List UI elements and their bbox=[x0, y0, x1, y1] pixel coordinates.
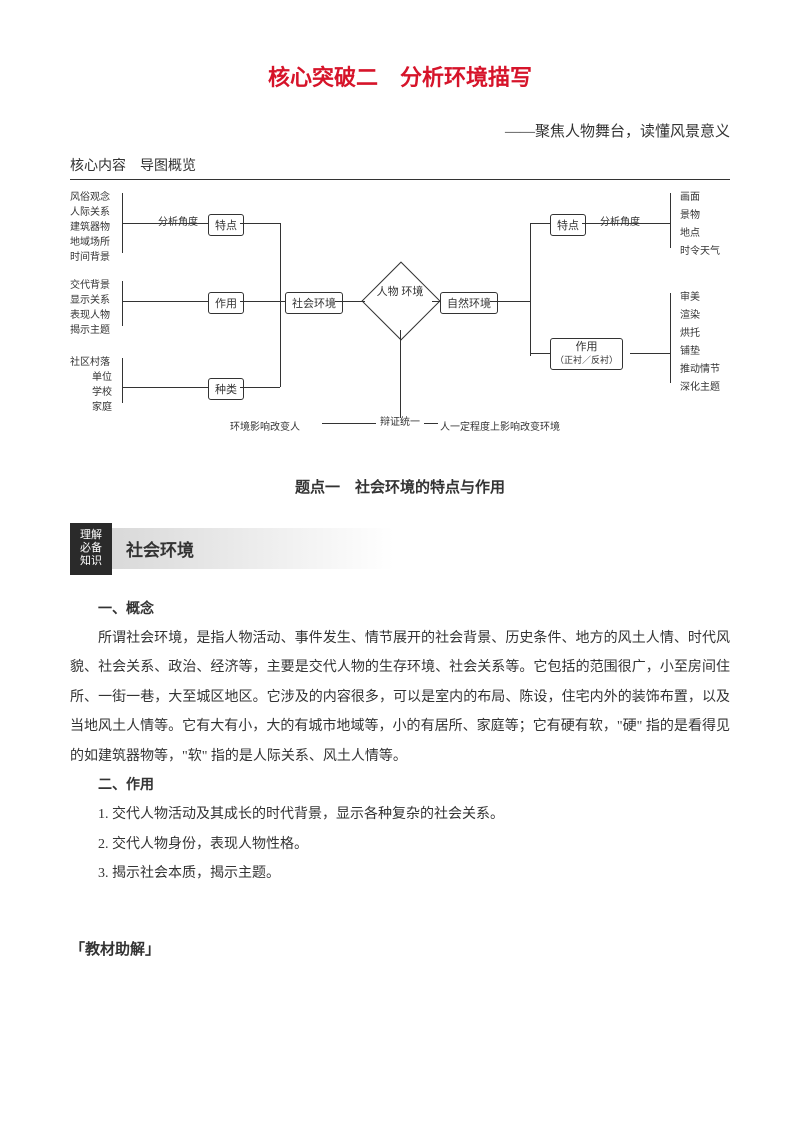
li9: 揭示主题 bbox=[70, 321, 110, 336]
li13: 家庭 bbox=[92, 398, 112, 413]
ri9: 推动情节 bbox=[680, 360, 720, 375]
li1: 风俗观念 bbox=[70, 188, 110, 203]
li11: 单位 bbox=[92, 368, 112, 383]
sec2-item1: 1. 交代人物活动及其成长的时代背景，显示各种复杂的社会关系。 bbox=[70, 800, 730, 829]
bottom-left: 环境影响改变人 bbox=[230, 418, 300, 433]
sec1-head: 一、概念 bbox=[70, 595, 730, 624]
ri5: 审美 bbox=[680, 288, 700, 303]
node-left-tedian: 特点 bbox=[208, 214, 244, 236]
diagram-header: 核心内容 导图概览 bbox=[70, 155, 730, 175]
ri2: 景物 bbox=[680, 206, 700, 221]
ri7: 烘托 bbox=[680, 324, 700, 339]
body-text: 一、概念 所谓社会环境，是指人物活动、事件发生、情节展开的社会背景、历史条件、地… bbox=[70, 595, 730, 889]
divider-line bbox=[70, 179, 730, 180]
sec1-body: 所谓社会环境，是指人物活动、事件发生、情节展开的社会背景、历史条件、地方的风土人… bbox=[70, 624, 730, 771]
grey-title: 社会环境 bbox=[112, 528, 394, 569]
node-social-env: 社会环境 bbox=[285, 292, 343, 314]
ri3: 地点 bbox=[680, 224, 700, 239]
center-diamond bbox=[361, 261, 440, 340]
edge-label-left1: 分析角度 bbox=[158, 213, 198, 228]
node-left-zhonglei: 种类 bbox=[208, 378, 244, 400]
node-right-tedian: 特点 bbox=[550, 214, 586, 236]
li8: 表现人物 bbox=[70, 306, 110, 321]
edge-label-right1: 分析角度 bbox=[600, 213, 640, 228]
ri8: 铺垫 bbox=[680, 342, 700, 357]
ri10: 深化主题 bbox=[680, 378, 720, 393]
sec2-item2: 2. 交代人物身份，表现人物性格。 bbox=[70, 830, 730, 859]
bottom-right: 人一定程度上影响改变环境 bbox=[440, 418, 560, 433]
li6: 交代背景 bbox=[70, 276, 110, 291]
li4: 地域场所 bbox=[70, 233, 110, 248]
black-box-label: 理解必备知识 bbox=[70, 523, 112, 575]
section-header: 理解必备知识社会环境 bbox=[70, 523, 730, 575]
node-left-zuoyong: 作用 bbox=[208, 292, 244, 314]
concept-diagram: 人物 环境 社会环境 自然环境 特点 分析角度 风俗观念 人际关系 建筑器物 地… bbox=[70, 188, 730, 458]
sec2-head: 二、作用 bbox=[70, 771, 730, 800]
ri6: 渲染 bbox=[680, 306, 700, 321]
bottom-mid: 辩证统一 bbox=[380, 413, 420, 428]
page-title: 核心突破二 分析环境描写 bbox=[70, 60, 730, 92]
li7: 显示关系 bbox=[70, 291, 110, 306]
center-label: 人物 环境 bbox=[375, 286, 425, 299]
li3: 建筑器物 bbox=[70, 218, 110, 233]
node-right-zuoyong-sub: （正衬／反衬） bbox=[555, 355, 618, 365]
ri4: 时令天气 bbox=[680, 242, 720, 257]
ri1: 画面 bbox=[680, 188, 700, 203]
jiaocai-header: 「教材助解」 bbox=[70, 938, 730, 959]
node-right-zuoyong-label: 作用 bbox=[576, 341, 598, 353]
li10: 社区村落 bbox=[70, 353, 110, 368]
li5: 时间背景 bbox=[70, 248, 110, 263]
li12: 学校 bbox=[92, 383, 112, 398]
li2: 人际关系 bbox=[70, 203, 110, 218]
subtitle: ——聚焦人物舞台，读懂风景意义 bbox=[70, 120, 730, 141]
topic-title: 题点一 社会环境的特点与作用 bbox=[70, 476, 730, 497]
sec2-item3: 3. 揭示社会本质，揭示主题。 bbox=[70, 859, 730, 888]
node-natural-env: 自然环境 bbox=[440, 292, 498, 314]
node-right-zuoyong: 作用 （正衬／反衬） bbox=[550, 338, 623, 370]
